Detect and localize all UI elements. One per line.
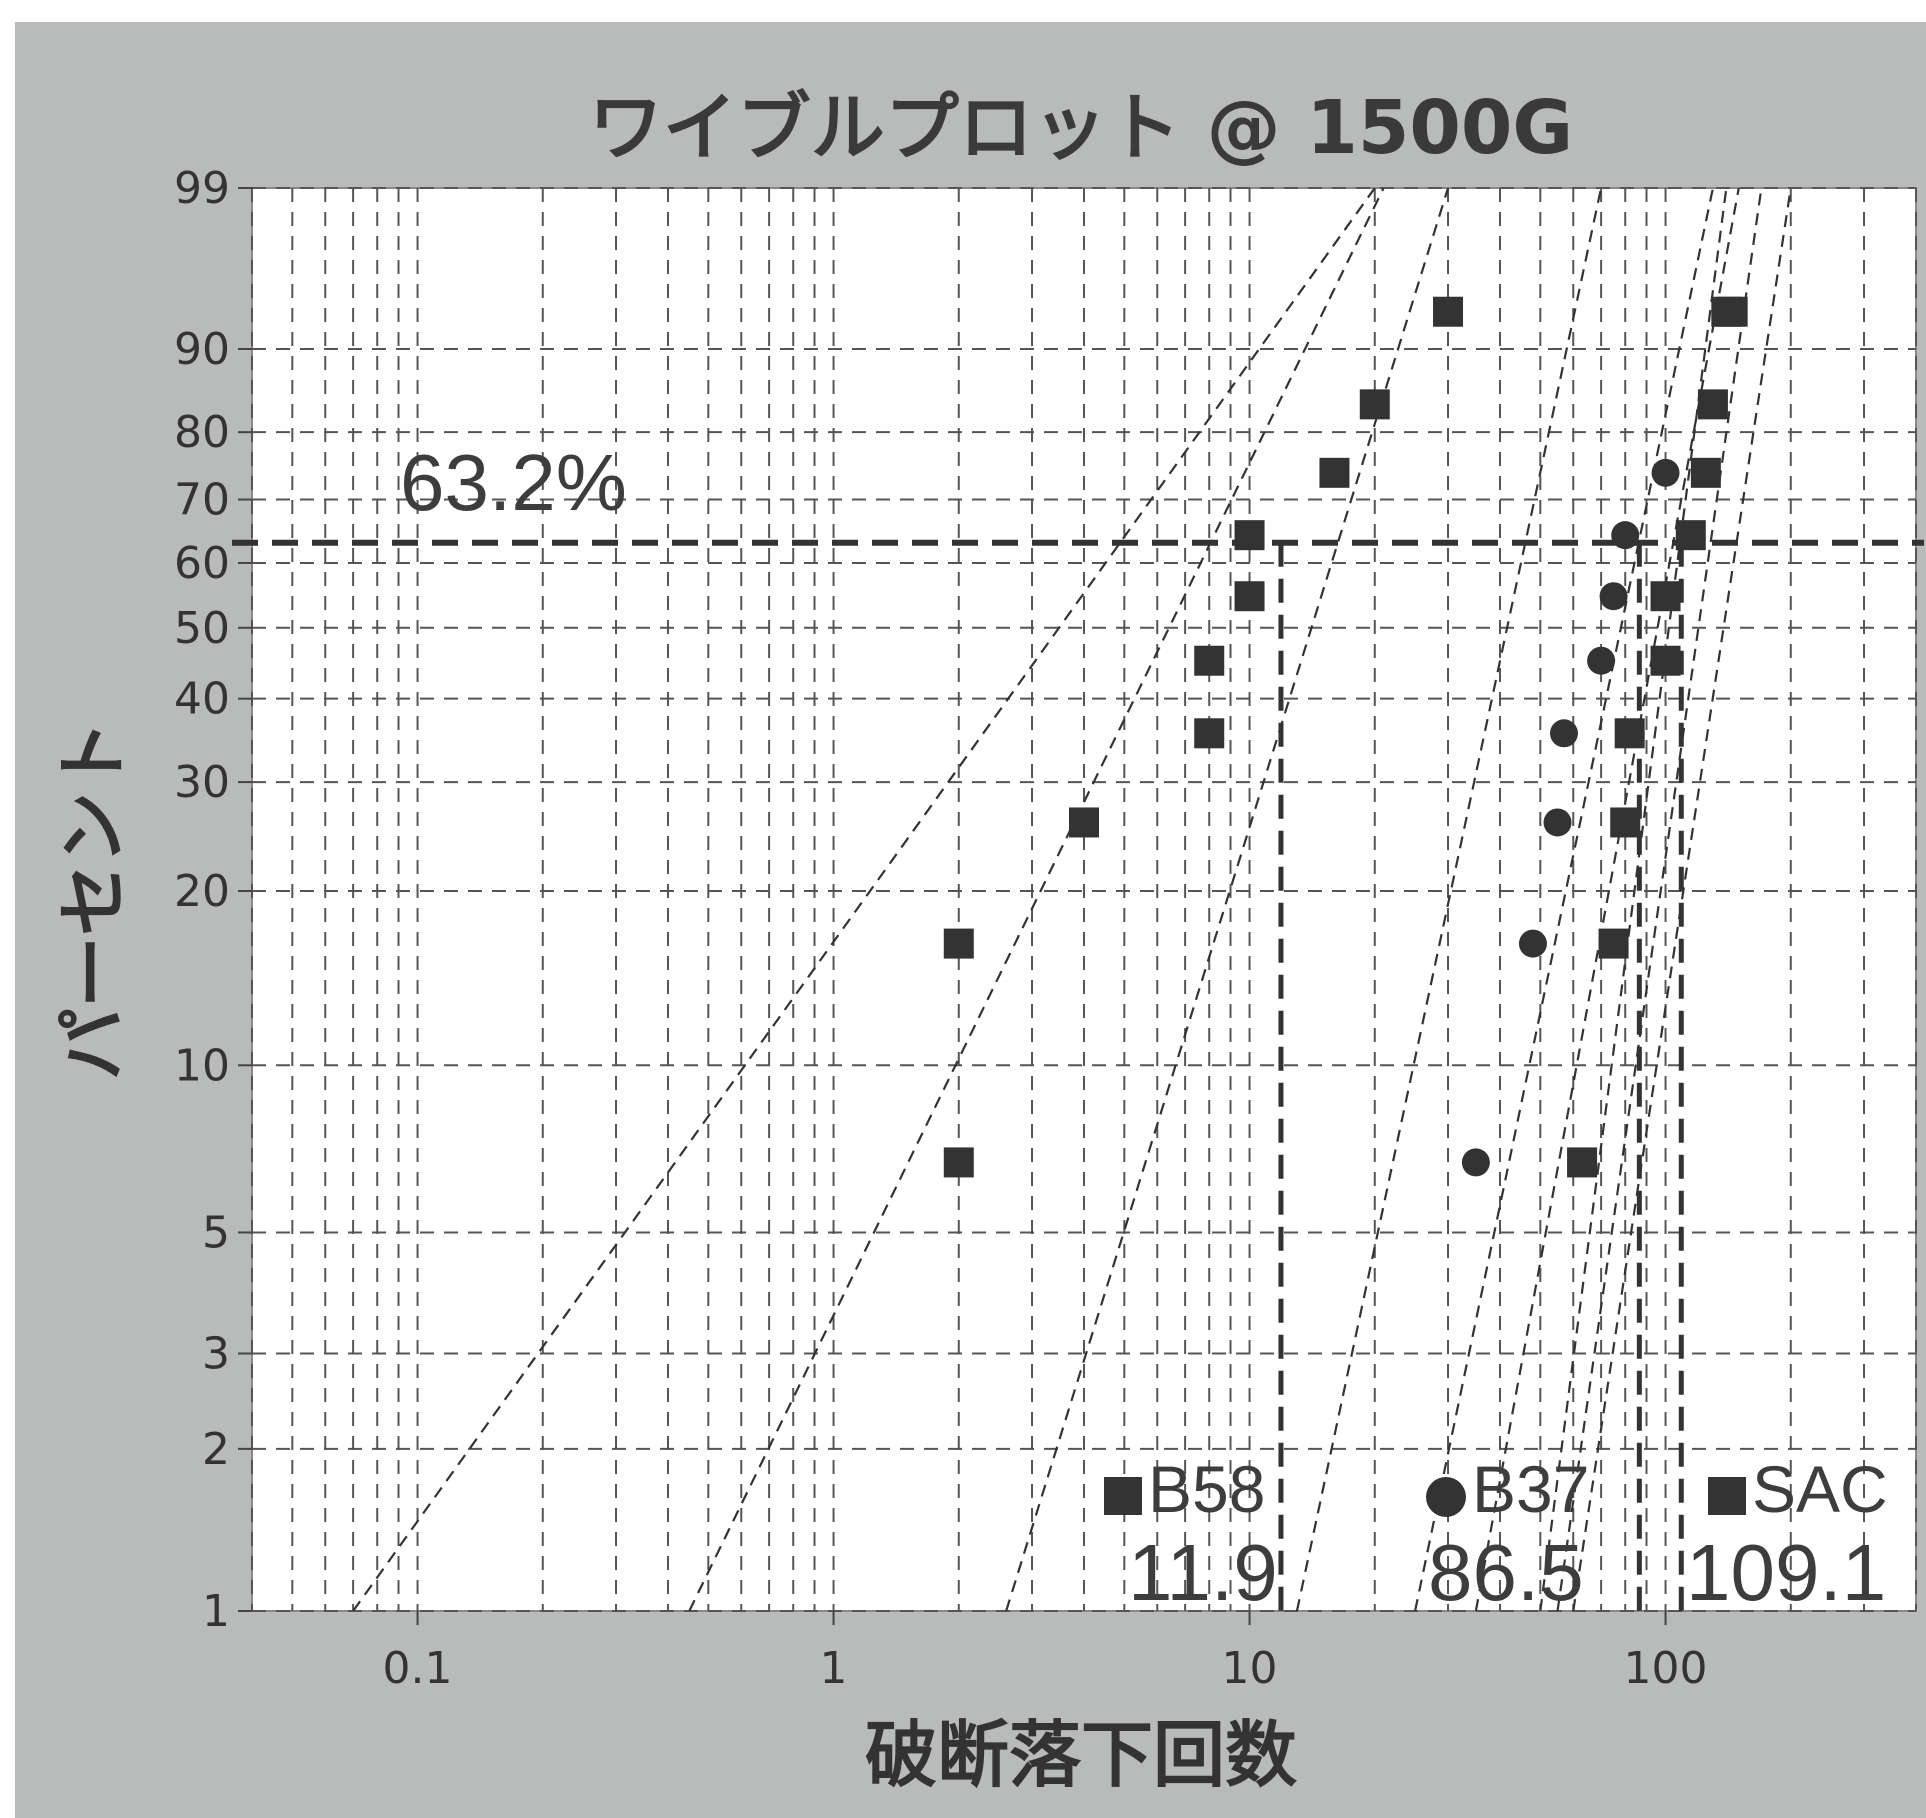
point-b58: [1359, 389, 1390, 420]
point-sac: [1697, 389, 1728, 420]
reference-lines: [232, 539, 1924, 1611]
legend-label-b37: B37: [1472, 1452, 1589, 1526]
point-sac: [1717, 296, 1748, 327]
fit-line: [688, 188, 1385, 1611]
point-b58: [1194, 645, 1225, 676]
x-tick-label: 10: [1222, 1643, 1278, 1694]
point-sac: [1650, 645, 1681, 676]
point-b37: [1611, 521, 1640, 550]
y-tick-label: 40: [174, 674, 230, 725]
point-sac: [1567, 1147, 1598, 1178]
y-tick-label: 5: [202, 1207, 230, 1258]
y-tick-label: 3: [202, 1328, 230, 1379]
point-b58: [1069, 807, 1099, 838]
legend-label-b58: B58: [1148, 1452, 1265, 1526]
eta-value-b58: 11.9: [1128, 1528, 1278, 1617]
point-b37: [1651, 458, 1680, 487]
point-b58: [943, 1147, 974, 1178]
y-tick-label: 50: [174, 603, 230, 654]
x-axis-tick-labels: 0.1 1 10 100: [383, 1611, 1708, 1694]
y-tick-label: 1: [202, 1586, 230, 1637]
point-b58: [1194, 718, 1225, 749]
data-points: [943, 296, 1748, 1178]
point-b58: [1234, 581, 1265, 612]
point-b58: [1433, 296, 1464, 327]
legend-marker-b37: [1426, 1477, 1466, 1517]
point-sac: [1614, 718, 1645, 749]
y-tick-label: 70: [174, 475, 230, 526]
ci-upper-line: [1295, 188, 1603, 1611]
point-b37: [1543, 808, 1572, 837]
fit-line: [1414, 188, 1715, 1611]
grid: [251, 187, 1917, 1612]
chart-title: ワイブルプロット @ 1500G: [589, 85, 1573, 171]
y-tick-label: 2: [202, 1424, 230, 1475]
y-axis-title: パーセント: [51, 720, 135, 1080]
fit-lines: [352, 188, 1792, 1611]
point-sac: [1690, 457, 1721, 488]
legend-marker-sac: [1708, 1477, 1746, 1515]
point-b37: [1549, 719, 1578, 748]
point-sac: [1598, 928, 1629, 959]
y-tick-label: 90: [174, 324, 230, 375]
eta-value-sac: 109.1: [1686, 1528, 1886, 1617]
y-tick-label: 10: [174, 1040, 230, 1091]
y-tick-label: 99: [174, 163, 230, 214]
x-axis-title: 破断落下回数: [865, 1713, 1297, 1797]
x-tick-label: 0.1: [383, 1643, 453, 1694]
point-sac: [1610, 807, 1641, 838]
ci-lower-line: [1005, 188, 1450, 1611]
point-b37: [1599, 582, 1628, 611]
point-sac: [1675, 520, 1706, 551]
legend-marker-b58: [1104, 1477, 1142, 1515]
y-axis-tick-labels: 1 2 3 5 10 20 30 40 50 60 70 80 90 99: [174, 163, 252, 1637]
ci-upper-line: [352, 188, 1376, 1611]
y-tick-label: 80: [174, 407, 230, 458]
point-b37: [1587, 646, 1616, 675]
reference-line-label: 63.2%: [400, 438, 627, 527]
x-tick-label: 1: [820, 1643, 848, 1694]
y-tick-label: 20: [174, 866, 230, 917]
ci-lower-line: [1474, 188, 1740, 1611]
point-b37: [1461, 1148, 1490, 1177]
point-b58: [943, 928, 974, 959]
legend-label-sac: SAC: [1752, 1452, 1888, 1526]
point-b58: [1234, 520, 1265, 551]
x-tick-label: 100: [1624, 1643, 1708, 1694]
y-tick-label: 60: [174, 538, 230, 589]
point-b58: [1319, 457, 1350, 488]
point-sac: [1650, 581, 1681, 612]
point-b37: [1518, 929, 1547, 958]
eta-value-b37: 86.5: [1428, 1528, 1584, 1617]
y-tick-label: 30: [174, 757, 230, 808]
